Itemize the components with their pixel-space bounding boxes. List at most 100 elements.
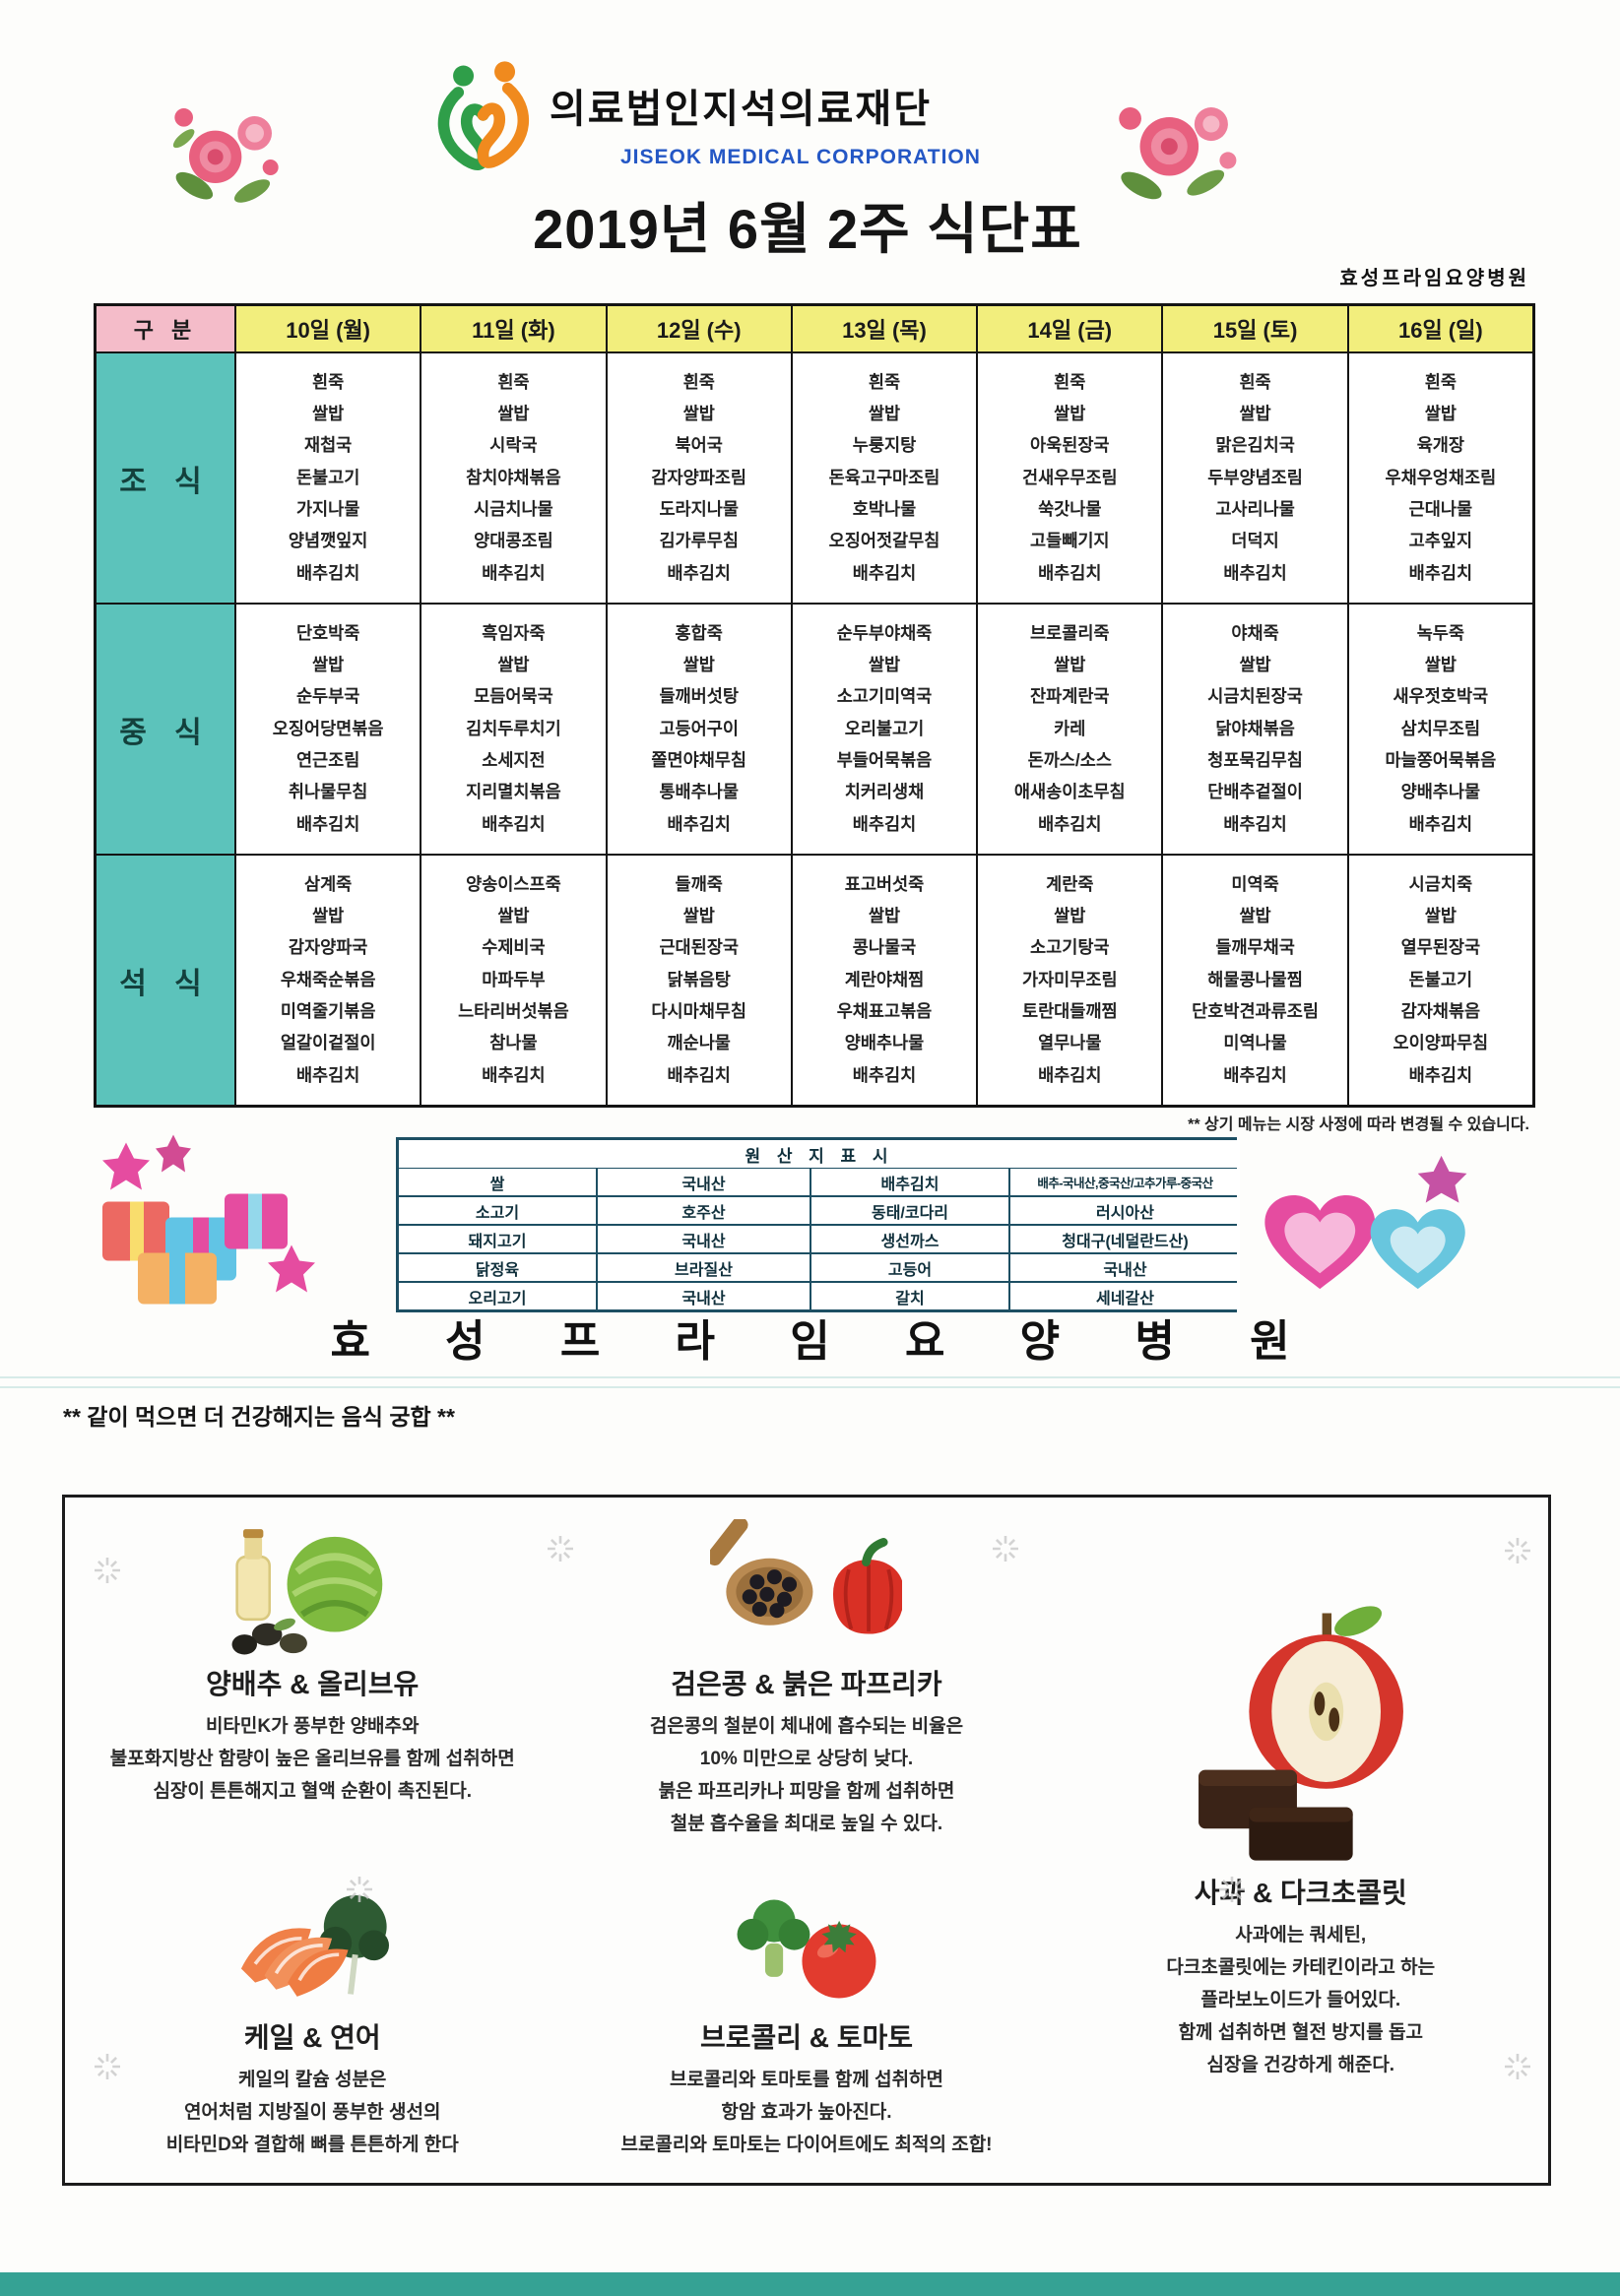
menu-cell: 단호박죽 쌀밥 순두부국 오징어당면볶음 연근조림 취나물무침 배추김치 bbox=[236, 605, 421, 854]
menu-cell: 흑임자죽 쌀밥 모듬어묵국 김치두루치기 소세지전 지리멸치볶음 배추김치 bbox=[421, 605, 606, 854]
gift-boxes-pixel-art bbox=[102, 1134, 315, 1305]
menu-cell: 브로콜리죽 쌀밥 잔파계란국 카레 돈까스/소스 애새송이초무침 배추김치 bbox=[978, 605, 1162, 854]
menu-item: 배추김치 bbox=[667, 813, 731, 834]
pairing-column: 검은콩 & 붉은 파프리카 검은콩의 철분이 체내에 흡수되는 비율은 10% 미… bbox=[550, 1515, 1063, 2165]
menu-item: 아욱된장국 bbox=[1030, 435, 1110, 456]
menu-item: 흑임자죽 bbox=[482, 622, 546, 643]
menu-item: 홍합죽 bbox=[675, 622, 723, 643]
pairing-text-line: 심장이 튼튼해지고 혈액 순환이 촉진된다. bbox=[153, 1781, 472, 1802]
menu-item: 쌀밥 bbox=[1239, 404, 1271, 424]
menu-item: 쌀밥 bbox=[497, 906, 530, 926]
menu-item: 소세지전 bbox=[482, 750, 546, 771]
blackbean-paprika-illustration bbox=[710, 1519, 903, 1634]
menu-item: 삼치무조림 bbox=[1400, 718, 1481, 738]
pairing-text-line: 브로콜리와 토마토는 다이어트에도 최적의 조합! bbox=[620, 2135, 993, 2155]
pairing-text-line: 케일의 칼슘 성분은 bbox=[238, 2070, 387, 2090]
pairing-text-line: 함께 섭취하면 혈전 방지를 돕고 bbox=[1178, 2021, 1423, 2043]
menu-item: 배추김치 bbox=[852, 813, 917, 834]
menu-item: 배추김치 bbox=[295, 1064, 360, 1085]
pairing-card-text: 브로콜리와 토마토를 함께 섭취하면 항암 효과가 높아진다. 브로콜리와 토마토는… bbox=[620, 2064, 992, 2161]
menu-item: 더덕지 bbox=[1231, 531, 1279, 551]
pairing-card-title: 브로콜리 & 토마토 bbox=[699, 2022, 914, 2053]
menu-item: 쌀밥 bbox=[312, 404, 345, 424]
menu-item: 북어국 bbox=[675, 435, 723, 456]
menu-item: 단호박견과류조림 bbox=[1192, 1001, 1319, 1022]
menu-item: 쌀밥 bbox=[497, 404, 530, 424]
menu-item: 고사리나물 bbox=[1215, 499, 1295, 520]
menu-item: 도라지나물 bbox=[659, 499, 739, 520]
jiseok-medical-logo bbox=[437, 61, 529, 170]
menu-item: 배추김치 bbox=[295, 562, 360, 583]
sparkle-icon bbox=[1219, 1877, 1245, 1902]
menu-item: 삼계죽 bbox=[303, 873, 353, 894]
menu-cell: 삼계죽 쌀밥 감자양파국 우채죽순볶음 미역줄기볶음 얼갈이겉절이 배추김치 bbox=[236, 856, 421, 1105]
origin-cell: 쌀 bbox=[399, 1169, 596, 1195]
menu-item: 배추김치 bbox=[1223, 562, 1287, 583]
menu-item: 오리불고기 bbox=[844, 718, 925, 738]
pairing-text-line: 연어처럼 지방질이 풍부한 생선의 bbox=[183, 2102, 441, 2123]
menu-item: 열무나물 bbox=[1038, 1033, 1102, 1053]
menu-item: 미역나물 bbox=[1223, 1033, 1287, 1053]
menu-item: 근대나물 bbox=[1408, 499, 1473, 520]
origin-cell: 동태/코다리 bbox=[811, 1197, 1008, 1224]
menu-item: 배추김치 bbox=[1038, 562, 1102, 583]
cabbage-olive-oil-illustration bbox=[231, 1529, 383, 1655]
menu-item: 깨순나물 bbox=[667, 1033, 731, 1053]
pairing-text-line: 사과에는 쿼세틴, bbox=[1235, 1924, 1367, 1945]
menu-item: 마늘쫑어묵볶음 bbox=[1385, 750, 1497, 771]
menu-item: 미역줄기볶음 bbox=[280, 1001, 376, 1022]
menu-item: 치커리생채 bbox=[844, 782, 925, 802]
sparkle-icon bbox=[95, 2054, 120, 2079]
origin-cell: 국내산 bbox=[598, 1283, 810, 1309]
origin-cell: 닭정육 bbox=[399, 1254, 596, 1281]
menu-item: 고추잎지 bbox=[1408, 531, 1473, 551]
menu-item: 표고버섯죽 bbox=[844, 873, 925, 894]
menu-item: 흰죽 bbox=[1239, 371, 1271, 392]
menu-item: 우채표고볶음 bbox=[836, 1001, 933, 1022]
menu-item: 배추김치 bbox=[1223, 813, 1287, 834]
menu-item: 두부양념조림 bbox=[1207, 467, 1303, 487]
menu-day-header: 15일 (토) bbox=[1163, 306, 1347, 351]
pairing-text-line: 비타민K가 풍부한 양배추와 bbox=[205, 1716, 420, 1737]
menu-item: 쌀밥 bbox=[1239, 906, 1271, 926]
menu-item: 시금치나물 bbox=[474, 499, 553, 520]
org-name-english: JISEOK MEDICAL CORPORATION bbox=[620, 146, 981, 168]
menu-item: 돈육고구마조림 bbox=[828, 467, 940, 487]
pairing-text-line: 불포화지방산 함량이 높은 올리브유를 함께 섭취하면 bbox=[109, 1749, 515, 1769]
menu-item: 쑥갓나물 bbox=[1038, 499, 1102, 520]
apple-chocolate-illustration bbox=[1198, 1605, 1403, 1861]
menu-item: 배추김치 bbox=[1038, 813, 1102, 834]
menu-item: 양대콩조림 bbox=[474, 531, 553, 551]
menu-item: 흰죽 bbox=[682, 371, 715, 392]
menu-item: 맑은김치국 bbox=[1215, 435, 1295, 456]
menu-item: 쌀밥 bbox=[312, 655, 345, 675]
menu-item: 쌀밥 bbox=[682, 906, 715, 926]
pairing-text-line: 철분 흡수율을 최대로 높일 수 있다. bbox=[670, 1814, 943, 1834]
broccoli-tomato-illustration bbox=[737, 1899, 876, 1999]
menu-cell: 계란죽 쌀밥 소고기탕국 가자미무조림 토란대들깨찜 열무나물 배추김치 bbox=[978, 856, 1162, 1105]
menu-item: 단호박죽 bbox=[295, 622, 360, 643]
menu-item: 누룽지탕 bbox=[852, 435, 917, 456]
menu-item: 흰죽 bbox=[1054, 371, 1086, 392]
pairing-card-title: 사과 & 다크초콜릿 bbox=[1194, 1877, 1407, 1908]
menu-cell: 양송이스프죽 쌀밥 수제비국 마파두부 느타리버섯볶음 참나물 배추김치 bbox=[421, 856, 606, 1105]
food-pairing-box: 양배추 & 올리브유 비타민K가 풍부한 양배추와 불포화지방산 함량이 높은 올… bbox=[62, 1495, 1551, 2186]
menu-item: 배추김치 bbox=[667, 562, 731, 583]
menu-item: 돈까스/소스 bbox=[1027, 750, 1112, 771]
menu-item: 얼갈이겉절이 bbox=[280, 1033, 376, 1053]
origin-cell: 호주산 bbox=[598, 1197, 810, 1224]
menu-item: 통배추나물 bbox=[659, 782, 739, 802]
bottom-color-bar bbox=[0, 2272, 1620, 2296]
menu-cell: 표고버섯죽 쌀밥 콩나물국 계란야채찜 우채표고볶음 양배추나물 배추김치 bbox=[792, 856, 977, 1105]
origin-cell: 세네갈산 bbox=[1010, 1283, 1240, 1309]
menu-cell: 흰죽 쌀밥 재첩국 돈불고기 가지나물 양념깻잎지 배추김치 bbox=[236, 353, 421, 603]
menu-item: 건새우무조림 bbox=[1021, 467, 1118, 487]
origin-table-title: 원 산 지 표 시 bbox=[399, 1140, 1240, 1168]
menu-item: 김가루무침 bbox=[659, 531, 739, 551]
menu-day-header: 16일 (일) bbox=[1348, 306, 1532, 351]
menu-item: 배추김치 bbox=[1038, 1064, 1102, 1085]
menu-item: 배추김치 bbox=[1223, 1064, 1287, 1085]
menu-item: 녹두죽 bbox=[1416, 622, 1464, 643]
origin-cell: 국내산 bbox=[598, 1169, 810, 1195]
